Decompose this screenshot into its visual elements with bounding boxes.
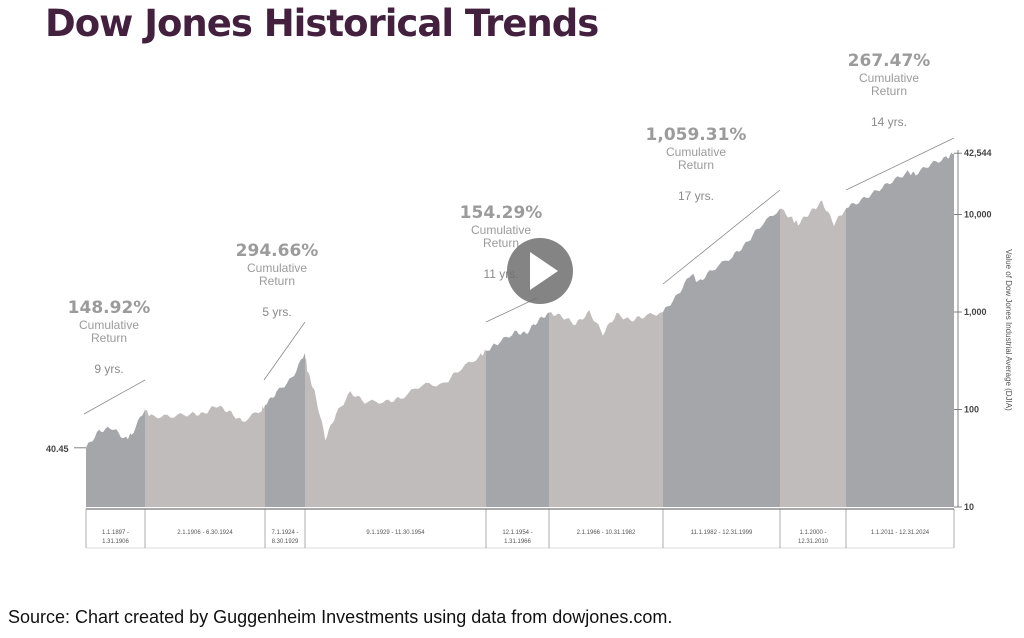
annotation-2: 294.66%Cumulative Return 5 yrs. xyxy=(236,241,319,381)
segment-date-label: 12.1.1954 -1.31.1966 xyxy=(502,530,532,545)
annotation-text: Cumulative Return xyxy=(247,261,307,288)
segment-date-label: 1.1.1897 -1.31.1906 xyxy=(102,530,130,545)
annotation-4: 1,059.31%Cumulative Return 17 yrs. xyxy=(646,125,781,285)
annotation-years: 5 yrs. xyxy=(262,305,291,319)
segment-date-label: 2.1.1906 - 6.30.1924 xyxy=(177,530,233,536)
y-axis: 10 100 1,000 10,000 42,544 Value of Dow Jones… xyxy=(74,148,1013,512)
segment-area-3 xyxy=(265,353,305,507)
segment-date-label: 7.1.1924 -8.30.1929 xyxy=(271,530,299,545)
annotation-text: Cumulative Return xyxy=(859,71,919,98)
annotation-text: Cumulative Return xyxy=(471,223,531,250)
y-tick-label: 42,544 xyxy=(964,148,992,158)
segment-date-label: 2.1.1966 - 10.31.1982 xyxy=(577,530,636,536)
annotation-years: 9 yrs. xyxy=(94,362,123,376)
segment-area-8 xyxy=(780,200,846,507)
segment-area-9 xyxy=(846,152,954,507)
segment-area-1 xyxy=(86,407,145,507)
segment-areas xyxy=(86,152,954,507)
annotation-years: 17 yrs. xyxy=(678,189,714,203)
segment-area-7 xyxy=(663,208,780,507)
segment-area-5 xyxy=(486,312,549,507)
annotation-text: Cumulative Return xyxy=(666,145,726,172)
annotation-trend-line xyxy=(845,137,955,191)
annotation-percent: 267.47% xyxy=(848,51,931,71)
segment-area-2 xyxy=(145,405,265,507)
y-tick-label: 10 xyxy=(964,502,974,512)
annotation-years: 14 yrs. xyxy=(871,115,907,129)
segment-date-label: 1.1.2000 -12.31.2010 xyxy=(798,530,829,545)
annotation-trend-line xyxy=(485,297,538,323)
segment-date-axis: 1.1.1897 -1.31.1906 2.1.1906 - 6.30.1924 7… xyxy=(85,508,955,549)
segment-area-4 xyxy=(305,349,486,507)
segment-area-6 xyxy=(549,310,663,507)
annotation-percent: 154.29% xyxy=(460,203,543,223)
y-tick-label: 1,000 xyxy=(964,307,987,317)
y-axis-title: Value of Dow Jones Industrial Average (D… xyxy=(1004,249,1013,411)
annotation-trend-line xyxy=(263,321,306,381)
start-value-label: 40.45 xyxy=(46,444,69,454)
annotation-trend-line xyxy=(662,189,781,285)
source-note: Source: Chart created by Guggenheim Inve… xyxy=(8,607,673,627)
annotation-percent: 294.66% xyxy=(236,241,319,261)
annotation-percent: 1,059.31% xyxy=(646,125,747,145)
annotation-percent: 148.92% xyxy=(68,298,151,318)
y-tick-label: 10,000 xyxy=(964,210,992,220)
segment-date-label: 11.1.1982 - 12.31.1999 xyxy=(691,530,753,536)
y-tick-label: 100 xyxy=(964,405,979,415)
annotation-trend-line xyxy=(83,379,146,415)
play-icon[interactable] xyxy=(530,252,558,290)
annotation-1: 148.92%Cumulative Return 9 yrs. xyxy=(68,298,151,415)
annotation-5: 267.47%Cumulative Return 14 yrs. xyxy=(845,51,955,191)
segment-date-label: 1.1.2011 - 12.31.2024 xyxy=(871,530,930,536)
segment-date-label: 9.1.1929 - 11.30.1954 xyxy=(366,530,425,536)
chart-title: Dow Jones Historical Trends xyxy=(45,2,599,45)
play-button[interactable] xyxy=(507,238,573,304)
annotation-text: Cumulative Return xyxy=(79,318,139,345)
dow-jones-chart: 1.1.1897 -1.31.1906 2.1.1906 - 6.30.1924 7… xyxy=(46,51,1013,549)
